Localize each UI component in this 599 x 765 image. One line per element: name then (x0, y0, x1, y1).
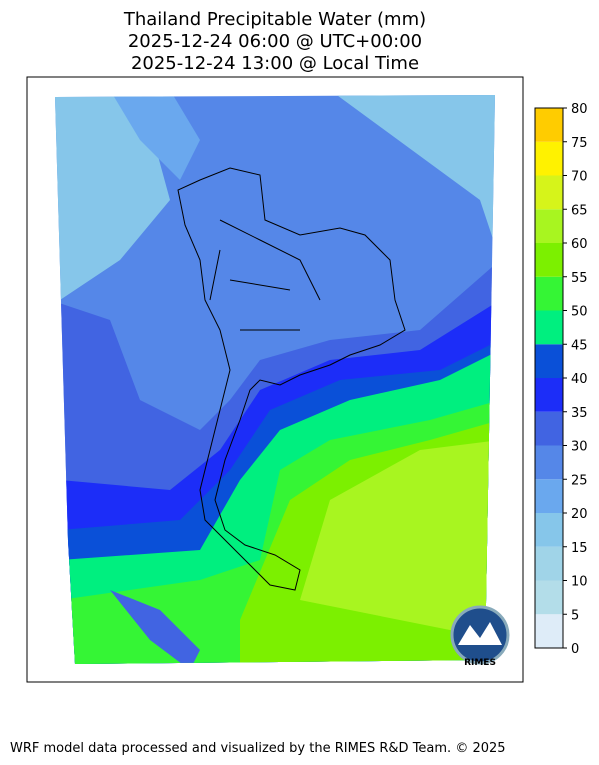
colorbar-band (535, 479, 563, 513)
colorbar-band (535, 513, 563, 547)
colorbar-band (535, 445, 563, 480)
colorbar-band (535, 243, 563, 277)
colorbar-tick-label: 5 (571, 608, 579, 623)
colorbar-band (535, 175, 563, 210)
colorbar-band (535, 580, 563, 615)
logo: RIMES (450, 605, 510, 668)
colorbar: 0 5 10 15 20 25 30 35 40 45 50 55 60 65 70 75 80 (534, 102, 588, 657)
colorbar-tick-label: 50 (571, 305, 588, 320)
title-line: Thailand Precipitable Water (mm) (123, 9, 426, 30)
colorbar-tick-label: 75 (571, 136, 588, 151)
colorbar-tick-label: 80 (571, 102, 588, 117)
colorbar-band (535, 108, 563, 142)
title-line: 2025-12-24 06:00 @ UTC+00:00 (128, 31, 422, 52)
title-line: 2025-12-24 13:00 @ Local Time (131, 53, 419, 74)
colorbar-tick-label: 15 (571, 541, 588, 556)
title-block: Thailand Precipitable Water (mm) 2025-12… (123, 9, 426, 74)
colorbar-tick-label: 45 (571, 338, 588, 353)
colorbar-tick-label: 25 (571, 473, 588, 488)
colorbar-tick-label: 65 (571, 203, 588, 218)
colorbar-tick-label: 20 (571, 507, 588, 522)
colorbar-band (535, 141, 563, 176)
colorbar-tick-label: 40 (571, 372, 588, 387)
colorbar-band (535, 546, 563, 581)
logo-text: RIMES (464, 658, 496, 668)
colorbar-band (535, 276, 563, 311)
footer: WRF model data processed and visualized … (10, 741, 506, 756)
borders (177, 167, 406, 591)
colorbar-band (535, 310, 563, 345)
colorbar-band (535, 378, 563, 412)
colorbar-band (535, 614, 563, 648)
colorbar-tick-label: 35 (571, 406, 588, 421)
map-field (55, 95, 495, 664)
colorbar-tick-label: 70 (571, 170, 588, 185)
colorbar-tick-label: 30 (571, 440, 588, 455)
colorbar-band (535, 209, 563, 243)
colorbar-tick-label: 55 (571, 271, 588, 286)
colorbar-tick-label: 0 (571, 642, 579, 657)
colorbar-band (535, 344, 563, 378)
colorbar-tick-label: 60 (571, 237, 588, 252)
colorbar-band (535, 411, 563, 446)
colorbar-tick-label: 10 (571, 575, 588, 590)
